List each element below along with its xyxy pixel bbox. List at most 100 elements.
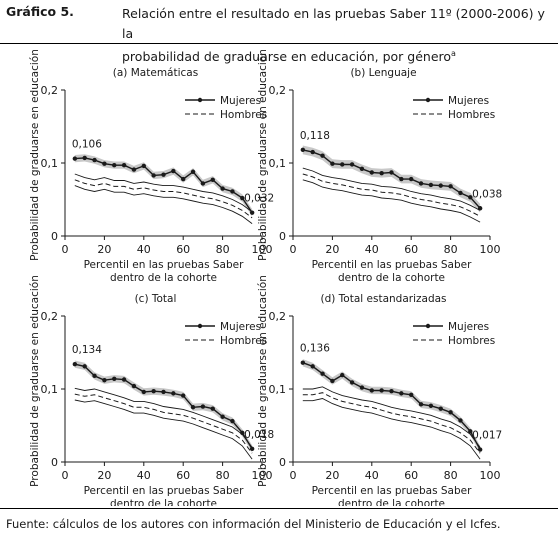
legend-mujeres-label: Mujeres <box>448 95 489 107</box>
mujeres-point <box>249 446 255 452</box>
mujeres-point <box>300 147 306 153</box>
mujeres-point <box>389 388 394 394</box>
y-tick-label: 0 <box>51 456 58 469</box>
y-tick-label: 0,1 <box>41 157 59 170</box>
y-tick-label: 0,1 <box>269 157 287 170</box>
y-tick-label: 0,1 <box>41 383 59 396</box>
legend-mujeres-marker <box>197 323 203 329</box>
mujeres-point <box>141 389 146 395</box>
mujeres-point <box>210 406 215 411</box>
x-axis-label-line1: Percentil en las pruebas Saber <box>84 485 245 497</box>
x-axis-label-line2: dentro de la cohorte <box>338 498 445 506</box>
x-tick-label: 0 <box>290 243 297 256</box>
mujeres-point <box>369 170 374 175</box>
mujeres-point <box>121 377 127 382</box>
x-axis-label-line1: Percentil en las pruebas Saber <box>312 485 473 497</box>
x-tick-label: 0 <box>62 243 69 256</box>
mujeres-point <box>468 429 473 434</box>
mujeres-point <box>112 162 117 168</box>
mujeres-point <box>448 410 453 415</box>
mujeres-point <box>72 361 78 367</box>
x-axis-label-line2: dentro de la cohorte <box>110 272 217 284</box>
mujeres-point <box>310 364 315 369</box>
y-axis-label: Probabilidad de graduarse en educación <box>29 275 41 487</box>
value-annotation: 0,018 <box>244 429 274 441</box>
y-axis-label: Probabilidad de graduarse en educación <box>29 49 41 261</box>
hombres-upper-bound <box>302 167 481 211</box>
mujeres-point <box>240 195 245 201</box>
legend-mujeres-label: Mujeres <box>220 95 261 107</box>
mujeres-point <box>210 177 215 182</box>
title-note-marker: a <box>451 49 456 58</box>
mujeres-point <box>181 176 186 182</box>
mujeres-point <box>72 156 78 161</box>
y-tick-label: 0 <box>279 456 286 469</box>
y-axis-label: Probabilidad de graduarse en educación <box>257 275 269 487</box>
x-tick-label: 80 <box>444 469 458 482</box>
x-tick-label: 100 <box>252 469 273 482</box>
mujeres-confidence-band <box>302 145 481 213</box>
mujeres-point <box>171 168 176 174</box>
mujeres-point <box>181 393 186 398</box>
value-annotation: 0,017 <box>472 430 502 442</box>
y-tick-label: 0 <box>51 230 58 243</box>
x-tick-label: 80 <box>216 469 230 482</box>
y-tick-label: 0 <box>279 230 286 243</box>
x-tick-label: 40 <box>365 469 379 482</box>
y-tick-label: 0,2 <box>41 84 59 97</box>
mujeres-confidence-band <box>302 359 481 454</box>
mujeres-point <box>379 171 384 176</box>
x-tick-label: 20 <box>325 469 339 482</box>
x-tick-label: 60 <box>176 243 190 256</box>
mujeres-point <box>399 176 404 182</box>
mujeres-point <box>161 389 166 395</box>
y-tick-label: 0,2 <box>269 310 287 323</box>
mujeres-point <box>418 181 424 186</box>
chart-panel-1: (a) Matemáticas 0 0,1 0,2 0 20 40 60 80 100 Percen… <box>29 49 274 284</box>
mujeres-point <box>409 392 414 398</box>
mujeres-point <box>399 391 404 396</box>
top-rule <box>0 43 558 44</box>
legend-mujeres-marker <box>425 97 431 103</box>
mujeres-point <box>151 388 156 394</box>
y-tick-label: 0,2 <box>269 84 287 97</box>
mujeres-point <box>190 405 196 410</box>
legend-mujeres-marker <box>197 97 203 103</box>
legend-mujeres-marker <box>425 323 431 329</box>
value-annotation: 0,106 <box>72 139 102 151</box>
chart-panel-4: (d) Total estandarizadas 0 0,1 0,2 0 20 40 60 80… <box>257 275 502 506</box>
value-annotation: 0,038 <box>472 188 502 200</box>
y-tick-label: 0,1 <box>269 383 287 396</box>
panel-title: (a) Matemáticas <box>113 67 198 79</box>
hombres-line <box>74 179 253 219</box>
panel-title: (d) Total estandarizadas <box>320 293 446 305</box>
x-tick-label: 100 <box>252 243 273 256</box>
mujeres-point <box>477 447 483 452</box>
legend-hombres-label: Hombres <box>220 109 267 121</box>
figure-label: Gráfico 5. <box>6 4 74 19</box>
hombres-upper-bound <box>74 387 253 448</box>
mujeres-point <box>141 163 146 169</box>
mujeres-point <box>389 170 394 175</box>
chart-panel-3: (c) Total 0 0,1 0,2 0 20 40 60 80 100 Percentil en… <box>29 275 274 506</box>
mujeres-point <box>300 360 306 365</box>
x-tick-label: 40 <box>365 243 379 256</box>
x-axis-label-line2: dentro de la cohorte <box>338 272 445 284</box>
title-line-2: probabilidad de graduarse en educación, … <box>122 49 452 65</box>
value-annotation: 0,134 <box>72 344 102 356</box>
mujeres-point <box>102 161 107 166</box>
mujeres-point <box>438 406 443 411</box>
mujeres-point <box>220 186 225 191</box>
hombres-line <box>74 393 253 454</box>
mujeres-point <box>112 376 117 381</box>
panel-title: (c) Total <box>135 293 177 305</box>
mujeres-point <box>190 169 196 174</box>
mujeres-point <box>428 403 434 408</box>
mujeres-point <box>131 383 137 389</box>
title-line-1: Relación entre el resultado en las prueb… <box>122 6 545 41</box>
mujeres-point <box>349 162 355 167</box>
mujeres-point <box>458 418 463 423</box>
mujeres-point <box>230 189 235 194</box>
mujeres-point <box>92 373 97 379</box>
legend-mujeres-label: Mujeres <box>220 321 261 333</box>
